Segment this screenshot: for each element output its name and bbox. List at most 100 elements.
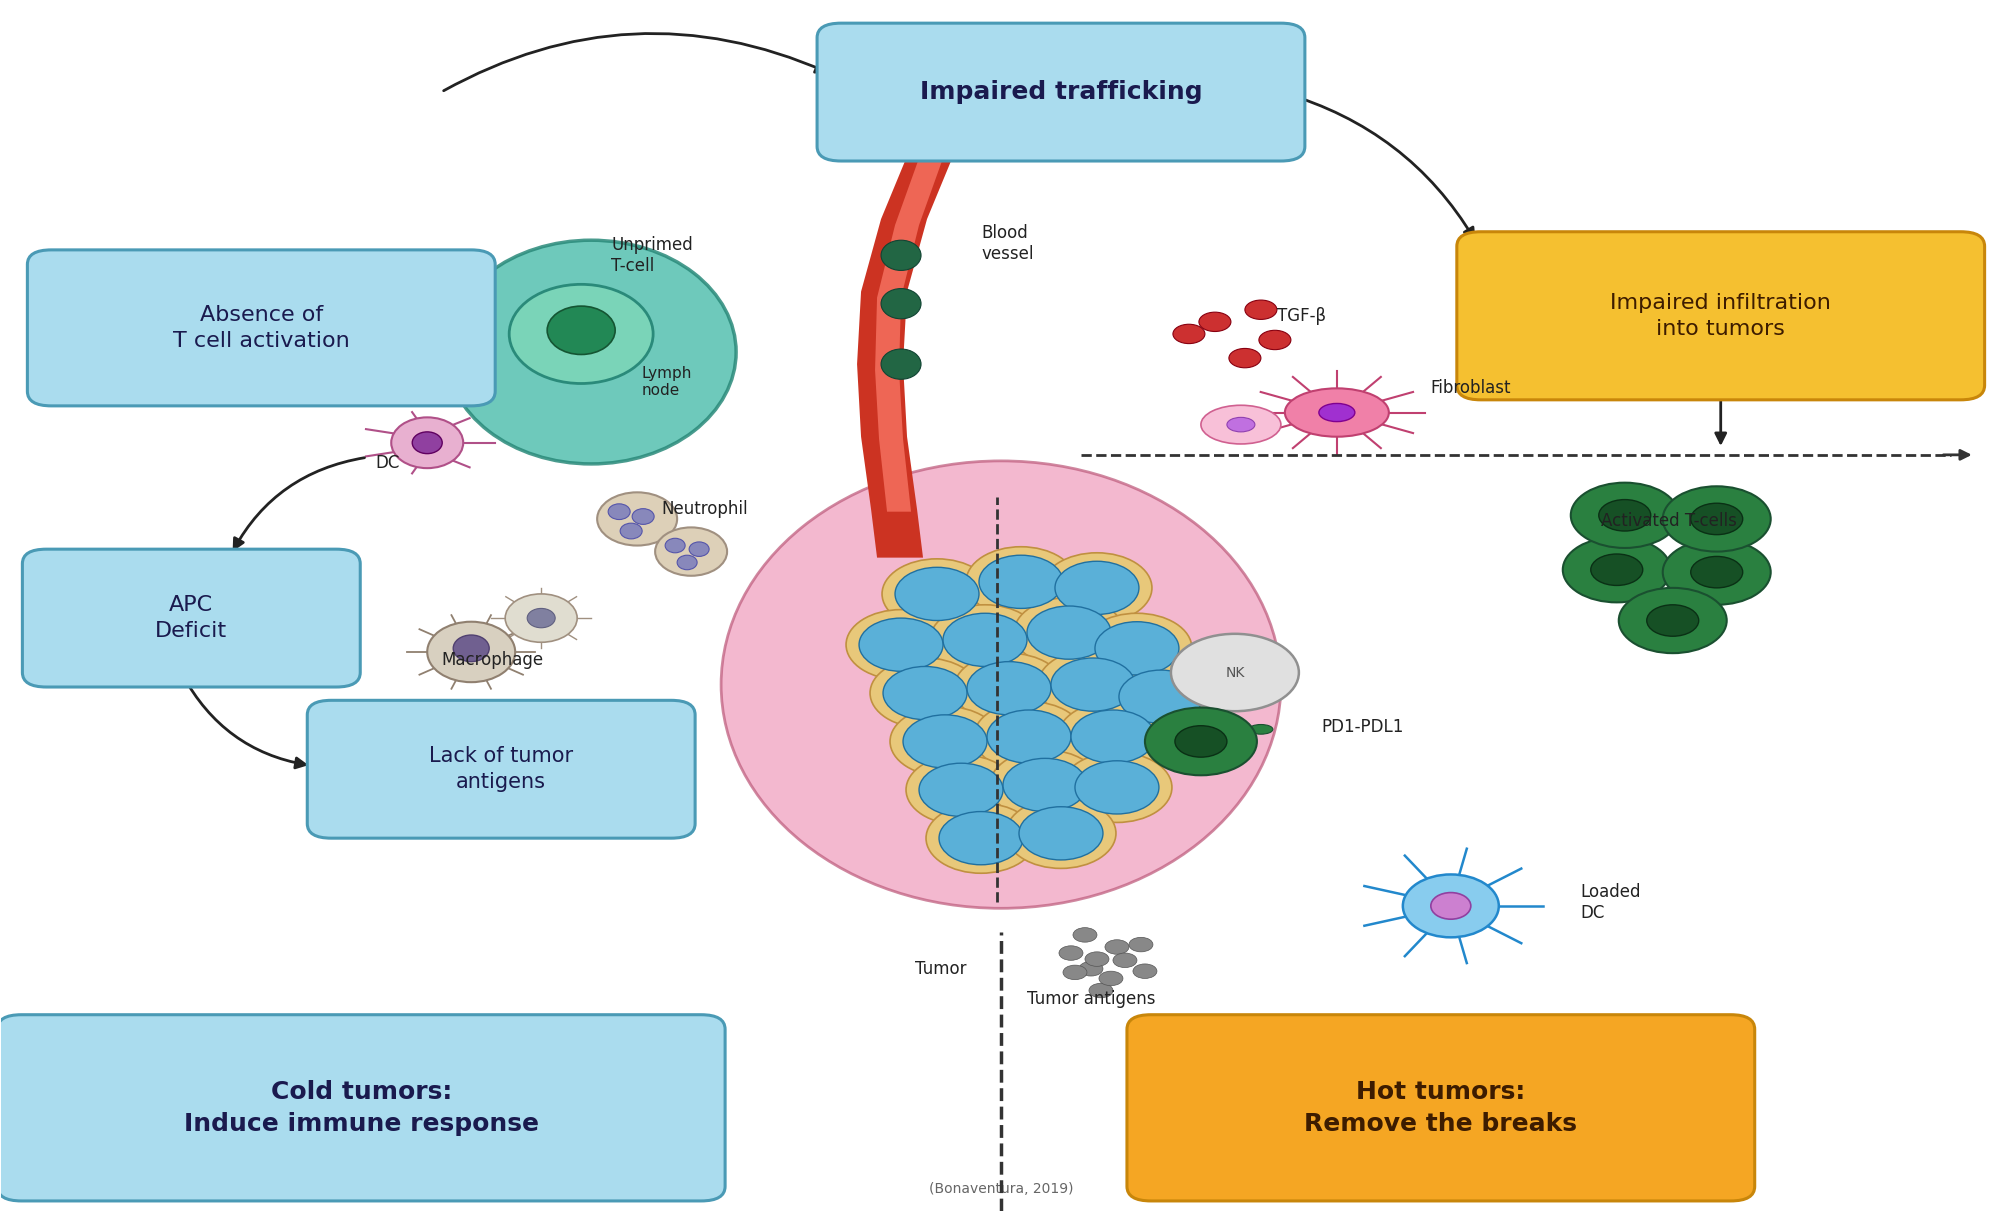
Text: DC: DC	[374, 454, 400, 473]
FancyBboxPatch shape	[1127, 1014, 1754, 1201]
FancyBboxPatch shape	[1457, 231, 1984, 400]
Ellipse shape	[1201, 405, 1281, 444]
Ellipse shape	[881, 240, 921, 270]
Ellipse shape	[847, 610, 957, 680]
Polygon shape	[875, 153, 945, 511]
Ellipse shape	[665, 538, 685, 553]
Circle shape	[1099, 971, 1123, 985]
Ellipse shape	[452, 635, 488, 662]
Circle shape	[1171, 634, 1299, 711]
Text: Absence of
T cell activation: Absence of T cell activation	[172, 304, 350, 351]
Ellipse shape	[1095, 622, 1179, 675]
Ellipse shape	[1403, 874, 1499, 937]
Ellipse shape	[1431, 892, 1471, 919]
Ellipse shape	[633, 509, 655, 525]
Ellipse shape	[967, 662, 1051, 715]
FancyBboxPatch shape	[0, 1014, 725, 1201]
Circle shape	[1145, 708, 1257, 776]
Ellipse shape	[655, 527, 727, 576]
Ellipse shape	[881, 349, 921, 379]
Ellipse shape	[907, 755, 1015, 825]
FancyBboxPatch shape	[22, 549, 360, 687]
Text: APC
Deficit: APC Deficit	[156, 595, 228, 641]
Text: Neutrophil: Neutrophil	[661, 501, 749, 519]
Ellipse shape	[509, 285, 653, 383]
Text: Impaired infiltration
into tumors: Impaired infiltration into tumors	[1610, 292, 1832, 339]
Circle shape	[1692, 503, 1742, 534]
Ellipse shape	[446, 240, 737, 464]
Ellipse shape	[871, 658, 981, 728]
Text: PD1-PDL1: PD1-PDL1	[1321, 718, 1403, 736]
FancyBboxPatch shape	[306, 701, 695, 839]
Ellipse shape	[390, 417, 462, 468]
Ellipse shape	[955, 653, 1063, 724]
Ellipse shape	[1019, 807, 1103, 861]
Text: Impaired trafficking: Impaired trafficking	[919, 80, 1203, 104]
Ellipse shape	[1081, 613, 1191, 684]
Ellipse shape	[412, 431, 442, 453]
Ellipse shape	[939, 812, 1023, 865]
Circle shape	[1133, 964, 1157, 978]
Circle shape	[1129, 937, 1153, 951]
Ellipse shape	[621, 524, 643, 539]
Circle shape	[1105, 939, 1129, 954]
Ellipse shape	[891, 707, 1001, 777]
Circle shape	[1079, 961, 1103, 976]
Text: Tumor: Tumor	[915, 960, 967, 978]
Ellipse shape	[1057, 702, 1167, 772]
Ellipse shape	[677, 555, 697, 570]
Text: TGF-β: TGF-β	[1277, 307, 1325, 325]
Ellipse shape	[943, 613, 1027, 667]
Circle shape	[1073, 927, 1097, 942]
Ellipse shape	[1013, 598, 1123, 668]
Ellipse shape	[505, 594, 577, 642]
Text: Fibroblast: Fibroblast	[1431, 379, 1512, 398]
Ellipse shape	[689, 542, 709, 556]
Ellipse shape	[1003, 759, 1087, 812]
Ellipse shape	[1105, 662, 1215, 732]
Text: NK: NK	[1225, 665, 1245, 680]
Circle shape	[1245, 301, 1277, 320]
Ellipse shape	[721, 461, 1281, 908]
Ellipse shape	[991, 750, 1099, 821]
Ellipse shape	[426, 622, 515, 682]
Ellipse shape	[547, 307, 615, 354]
Ellipse shape	[903, 715, 987, 768]
Text: Activated T-cells: Activated T-cells	[1602, 513, 1736, 531]
Text: Cold tumors:
Induce immune response: Cold tumors: Induce immune response	[184, 1080, 539, 1136]
Ellipse shape	[931, 605, 1039, 675]
Circle shape	[1664, 486, 1770, 551]
Circle shape	[1648, 605, 1700, 636]
Circle shape	[1089, 983, 1113, 997]
Circle shape	[1175, 726, 1227, 758]
Circle shape	[1572, 482, 1680, 548]
Ellipse shape	[975, 702, 1083, 772]
Ellipse shape	[883, 667, 967, 720]
Ellipse shape	[1005, 799, 1115, 869]
Ellipse shape	[1027, 606, 1111, 659]
Circle shape	[1199, 313, 1231, 332]
Ellipse shape	[1075, 761, 1159, 814]
Ellipse shape	[1041, 553, 1151, 623]
Ellipse shape	[919, 764, 1003, 817]
Circle shape	[1664, 539, 1770, 605]
Ellipse shape	[987, 710, 1071, 764]
Text: Tumor antigens: Tumor antigens	[1027, 990, 1155, 1008]
Ellipse shape	[967, 547, 1075, 617]
Text: Unprimed
T-cell: Unprimed T-cell	[611, 236, 693, 275]
Circle shape	[1113, 953, 1137, 967]
Ellipse shape	[1285, 388, 1389, 436]
Circle shape	[1620, 588, 1726, 653]
Text: Loaded
DC: Loaded DC	[1582, 882, 1642, 921]
Ellipse shape	[895, 567, 979, 621]
Ellipse shape	[881, 288, 921, 319]
Circle shape	[1592, 554, 1644, 585]
Text: Blood
vessel: Blood vessel	[981, 224, 1033, 263]
Circle shape	[1564, 537, 1672, 602]
Circle shape	[1059, 945, 1083, 960]
Ellipse shape	[1319, 404, 1355, 422]
Ellipse shape	[609, 504, 631, 520]
Polygon shape	[857, 147, 957, 558]
Text: Lack of tumor
antigens: Lack of tumor antigens	[428, 747, 573, 793]
Ellipse shape	[859, 618, 943, 671]
